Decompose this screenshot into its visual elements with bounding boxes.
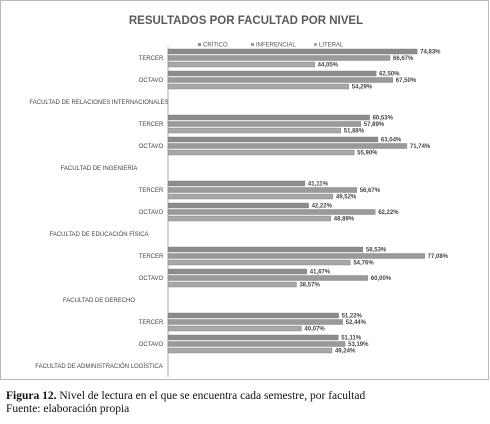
data-label-critico: 41,11% (308, 181, 329, 187)
caption-line: Figura 12. Nivel de lectura en el que se… (6, 390, 486, 403)
group-label-facultad-de-derecho: FACULTAD DE DERECHO (63, 298, 135, 304)
bar-critico (167, 48, 418, 55)
legend-swatch-literal (314, 43, 317, 46)
data-label-inferencial: 71,74% (410, 144, 431, 150)
data-label-critico: 74,83% (420, 49, 441, 55)
legend-label-inferencial: INFERENCIAL (256, 43, 296, 49)
data-label-inferencial: 57,89% (364, 122, 385, 128)
bar-critico (167, 202, 309, 209)
category-label-octavo: OCTAVO (139, 342, 164, 348)
bar-inferencial (167, 253, 425, 259)
data-label-literal: 38,57% (299, 282, 320, 288)
bar-inferencial (167, 55, 391, 61)
bar-critico (167, 268, 307, 275)
data-label-inferencial: 56,67% (360, 188, 381, 194)
bar-inferencial (167, 77, 393, 83)
data-label-inferencial: 60,00% (371, 276, 392, 282)
category-label-octavo: OCTAVO (139, 210, 164, 216)
bar-critico (167, 180, 306, 187)
bar-literal (167, 281, 297, 288)
bar-inferencial (167, 319, 343, 325)
plot-area: TERCER 74,83% 66,67% 44,05% OCTAVO 62,50%67,5… (29, 48, 449, 370)
category-label-octavo: OCTAVO (139, 78, 164, 84)
data-label-critico: 58,53% (366, 247, 387, 253)
group-label-facultad-de-educacion-fisica: FACULTAD DE EDUCACIÓN FÍSICA (49, 231, 148, 238)
data-label-literal: 44,05% (318, 62, 339, 68)
bar-literal (167, 61, 315, 68)
bar-literal (167, 259, 351, 266)
category-label-octavo: OCTAVO (139, 276, 164, 282)
chart: RESULTADOS POR FACULTAD POR NIVEL CRÍTIC… (29, 15, 449, 377)
data-label-critico: 42,22% (312, 203, 333, 209)
category-label-tercer: TERCER (139, 320, 164, 326)
bar-inferencial (167, 209, 376, 215)
data-label-literal: 55,90% (357, 150, 378, 156)
legend-label-critico: CRÍTICO (203, 42, 228, 49)
bar-critico (167, 312, 339, 319)
data-label-critico: 60,53% (373, 115, 394, 121)
group-label-facultad-de-ingenieria: FACULTAD DE INGENIERÍA (61, 165, 138, 172)
data-label-critico: 62,50% (379, 71, 400, 77)
group-label-facultad-de-relaciones-internacionales: FACULTAD DE RELACIONES INTERNACIONALES (29, 100, 168, 106)
category-label-tercer: TERCER (139, 254, 164, 260)
category-label-tercer: TERCER (139, 122, 164, 128)
figure-label: Figura 12. (6, 390, 57, 402)
legend-label-literal: LITERAL (319, 43, 344, 49)
chart-title: RESULTADOS POR FACULTAD POR NIVEL (129, 15, 363, 27)
bar-inferencial (167, 121, 361, 127)
data-label-literal: 48,89% (334, 216, 355, 222)
data-label-critico: 51,22% (342, 313, 363, 319)
data-label-literal: 49,24% (335, 348, 356, 354)
bar-literal (167, 127, 341, 134)
category-label-tercer: TERCER (139, 56, 164, 62)
data-label-inferencial: 77,08% (428, 254, 449, 260)
data-label-critico: 63,04% (381, 137, 402, 143)
legend-swatch-critico (198, 43, 201, 46)
bar-inferencial (167, 187, 357, 193)
data-label-literal: 51,88% (344, 128, 365, 134)
bar-inferencial (167, 143, 408, 149)
figure-caption: Figura 12. Nivel de lectura en el que se… (6, 390, 486, 416)
figure-source: Fuente: elaboración propia (6, 403, 130, 415)
category-label-tercer: TERCER (139, 188, 164, 194)
bar-literal (167, 193, 334, 200)
data-label-critico: 41,67% (310, 269, 331, 275)
bar-literal (167, 149, 355, 156)
chart-frame: RESULTADOS POR FACULTAD POR NIVEL CRÍTIC… (0, 0, 489, 380)
bar-inferencial (167, 341, 346, 347)
data-label-literal: 49,52% (336, 194, 357, 200)
data-label-inferencial: 66,67% (393, 56, 414, 62)
legend: CRÍTICO INFERENCIAL LITERAL (198, 42, 344, 49)
bar-critico (167, 334, 339, 341)
bar-critico (167, 114, 370, 121)
data-label-critico: 51,11% (341, 335, 362, 341)
bar-critico (167, 70, 377, 77)
bar-critico (167, 246, 364, 253)
data-label-inferencial: 67,50% (396, 78, 417, 84)
category-label-octavo: OCTAVO (139, 144, 164, 150)
data-label-literal: 54,76% (353, 260, 374, 266)
bar-literal (167, 347, 333, 354)
data-label-literal: 54,29% (352, 84, 373, 90)
legend-swatch-inferencial (251, 43, 254, 46)
data-label-inferencial: 62,22% (378, 210, 399, 216)
bar-inferencial (167, 275, 369, 281)
bar-literal (167, 215, 332, 222)
bar-literal (167, 83, 349, 90)
group-label-facultad-de-administracion-logistica: FACULTAD DE ADMINISTRACIÓN LOGÍSTICA (35, 363, 162, 370)
bar-critico (167, 136, 379, 143)
data-label-inferencial: 52,44% (346, 320, 367, 326)
bar-literal (167, 325, 302, 332)
figure-text: Nivel de lectura en el que se encuentra … (56, 390, 366, 402)
data-label-inferencial: 53,19% (348, 342, 369, 348)
data-label-literal: 40,07% (304, 326, 325, 332)
